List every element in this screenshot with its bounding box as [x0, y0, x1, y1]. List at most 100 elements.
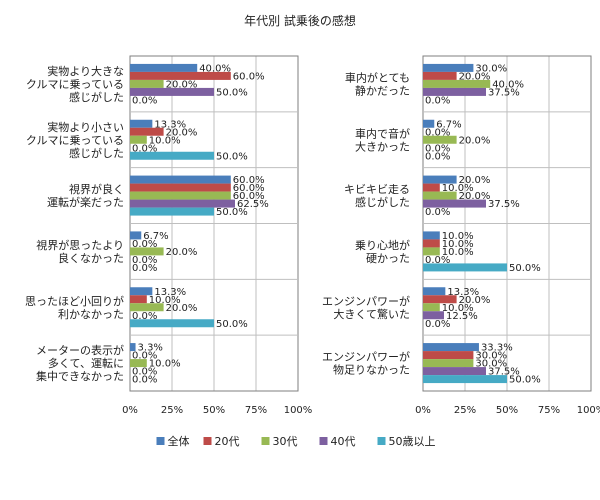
- bar: [130, 343, 136, 352]
- x-tick-label: 25%: [161, 405, 183, 416]
- bar: [423, 359, 474, 368]
- bar: [130, 207, 214, 216]
- data-label: 10.0%: [442, 239, 474, 250]
- data-label: 50.0%: [216, 207, 248, 218]
- data-label: 30.0%: [475, 63, 507, 74]
- bar: [423, 63, 474, 72]
- data-label: 0.0%: [425, 95, 450, 106]
- bar: [130, 231, 142, 240]
- bar: [423, 311, 444, 320]
- bar: [423, 295, 457, 304]
- bar: [130, 175, 231, 184]
- data-label: 62.5%: [237, 199, 269, 210]
- legend-label: 全体: [168, 434, 190, 448]
- data-label: 20.0%: [459, 175, 491, 186]
- bar: [130, 295, 147, 304]
- data-label: 0.0%: [425, 255, 450, 266]
- bar: [423, 303, 440, 312]
- data-label: 60.0%: [233, 71, 265, 82]
- bar: [423, 199, 486, 208]
- legend-label: 40代: [331, 435, 356, 448]
- category-label: 感じがした: [69, 146, 124, 160]
- data-label: 20.0%: [459, 135, 491, 146]
- data-label: 0.0%: [425, 143, 450, 154]
- x-tick-label: 0%: [415, 405, 431, 416]
- category-label: 硬かった: [366, 252, 410, 265]
- bar: [130, 71, 231, 80]
- data-label: 37.5%: [488, 199, 520, 210]
- category-label: エンジンパワーが: [322, 350, 410, 364]
- bar: [130, 199, 235, 208]
- bar: [130, 247, 164, 256]
- data-label: 6.7%: [143, 231, 168, 242]
- data-label: 0.0%: [132, 311, 157, 322]
- category-label: 感じがした: [355, 195, 410, 209]
- category-label: 視界が思ったより: [36, 238, 124, 252]
- legend-swatch: [261, 437, 270, 445]
- category-label: 運転が楽だった: [47, 195, 124, 209]
- data-label: 30.0%: [475, 351, 507, 362]
- category-label: 感じがした: [69, 90, 124, 104]
- x-tick-label: 50%: [496, 405, 518, 416]
- data-label: 0.0%: [132, 143, 157, 154]
- data-label: 50.0%: [216, 319, 248, 330]
- data-label: 12.5%: [446, 311, 478, 322]
- data-label: 10.0%: [149, 135, 181, 146]
- bar: [423, 79, 491, 88]
- data-label: 60.0%: [233, 183, 265, 194]
- category-label: 実物より大きな: [47, 64, 124, 78]
- bar: [130, 319, 214, 328]
- data-label: 37.5%: [488, 87, 520, 98]
- legend-label: 30代: [273, 435, 298, 448]
- bar: [130, 63, 198, 72]
- category-label: メーターの表示が: [36, 343, 124, 357]
- bar: [423, 135, 457, 144]
- data-label: 0.0%: [132, 255, 157, 266]
- data-label: 0.0%: [425, 319, 450, 330]
- data-label: 50.0%: [216, 151, 248, 162]
- data-label: 0.0%: [425, 151, 450, 162]
- bar: [130, 87, 214, 96]
- legend-swatch: [203, 437, 212, 445]
- data-label: 3.3%: [138, 343, 163, 354]
- data-label: 0.0%: [132, 95, 157, 106]
- bar: [130, 191, 231, 200]
- data-label: 0.0%: [132, 263, 157, 274]
- data-label: 0.0%: [132, 375, 157, 386]
- bar: [423, 231, 440, 240]
- data-label: 33.3%: [481, 343, 513, 354]
- data-label: 0.0%: [132, 351, 157, 362]
- data-label: 13.3%: [154, 287, 186, 298]
- bar: [130, 359, 147, 368]
- data-label: 10.0%: [442, 231, 474, 242]
- x-tick-label: 75%: [245, 405, 267, 416]
- bar: [423, 351, 474, 360]
- category-label: クルマに乗っている: [26, 134, 124, 147]
- x-tick-label: 75%: [538, 405, 560, 416]
- category-label: 物足りなかった: [333, 363, 410, 377]
- category-label: 静かだった: [355, 83, 410, 97]
- bar: [423, 183, 440, 192]
- bar: [130, 287, 153, 296]
- bar: [423, 263, 507, 272]
- legend-swatch: [156, 437, 165, 445]
- data-label: 6.7%: [436, 119, 461, 130]
- legend-swatch: [377, 437, 386, 445]
- category-label: クルマに乗っている: [26, 78, 124, 91]
- data-label: 10.0%: [442, 247, 474, 258]
- category-label: 視界が良く: [69, 182, 124, 196]
- data-label: 40.0%: [492, 79, 524, 90]
- x-tick-label: 100%: [284, 405, 313, 416]
- data-label: 13.3%: [447, 287, 479, 298]
- bar: [130, 151, 214, 160]
- data-label: 0.0%: [425, 127, 450, 138]
- category-label: キビキビ走る: [344, 183, 410, 196]
- bar: [423, 239, 440, 248]
- data-label: 0.0%: [132, 367, 157, 378]
- category-label: 車内で音が: [355, 126, 410, 140]
- x-tick-label: 0%: [122, 405, 138, 416]
- data-label: 20.0%: [166, 247, 198, 258]
- bar: [423, 71, 457, 80]
- data-label: 20.0%: [459, 191, 491, 202]
- bar: [423, 87, 486, 96]
